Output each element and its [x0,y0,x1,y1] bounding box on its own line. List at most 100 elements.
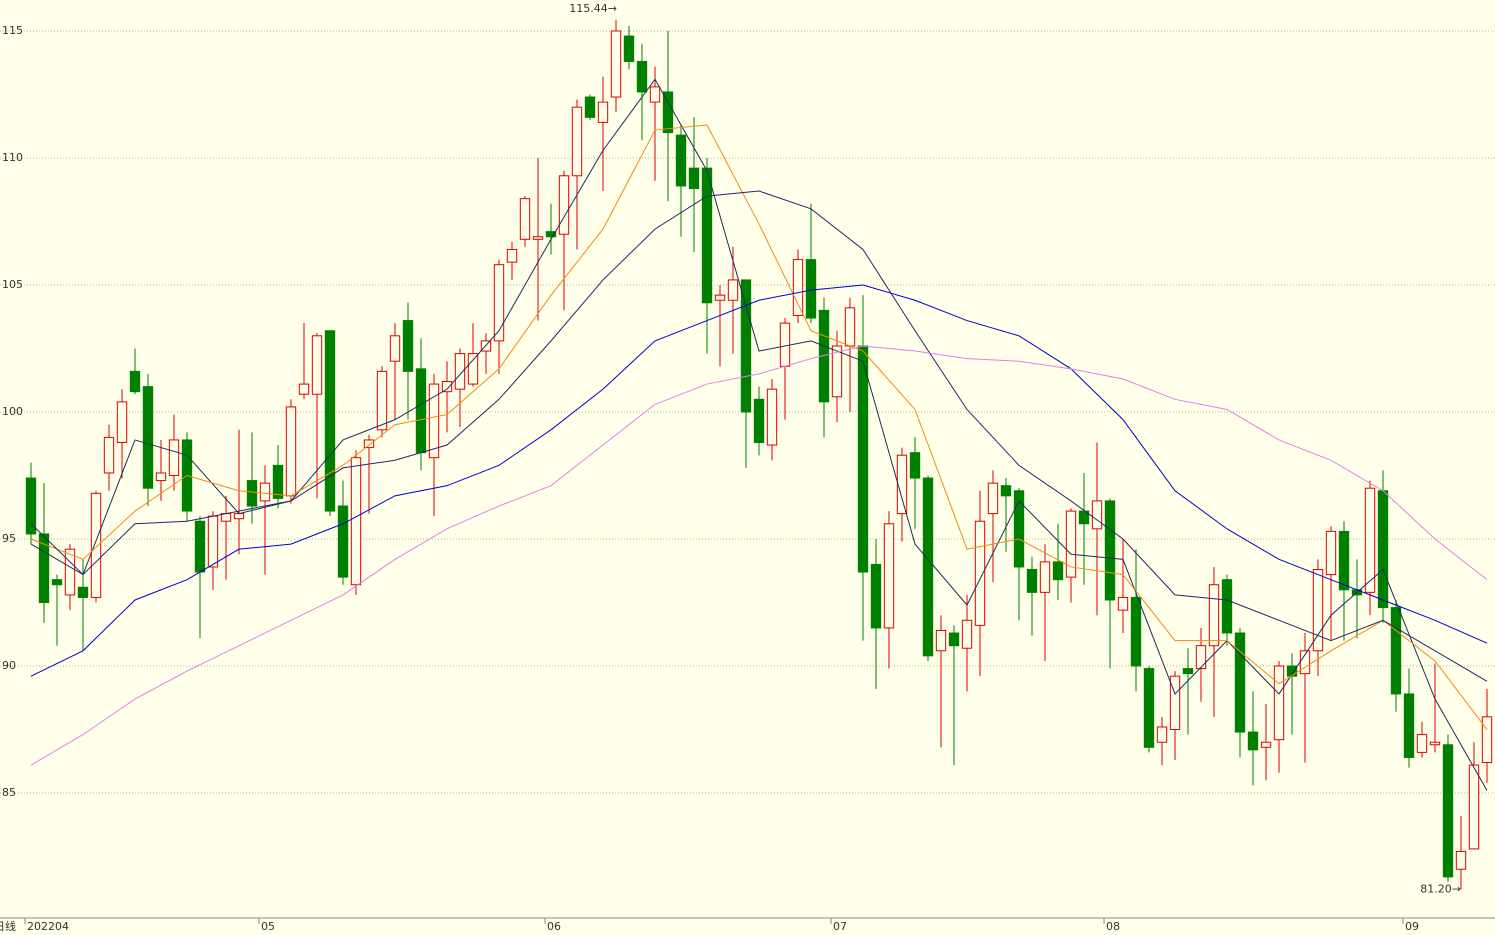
candle-body [1208,584,1220,647]
candle-body [662,91,674,134]
candle-body [896,454,908,515]
candle-body [649,86,661,103]
y-tick-label: 115 [2,24,23,37]
x-tick-label: 08 [1106,920,1120,933]
candle-body [1143,668,1155,748]
moving-average-line [30,345,1488,766]
candle-body [1091,500,1103,530]
candle-body [545,231,557,238]
period-label: 日线 [0,919,16,933]
candle-body [1104,500,1116,601]
candle-body [1442,744,1454,878]
y-tick-label: 85 [2,786,16,799]
candle-body [155,472,167,482]
candle-body [428,383,440,459]
candle-body [116,401,128,443]
candle-body [1468,764,1480,850]
candle-body [194,520,206,573]
candle-body [883,523,895,629]
candle-body [1026,568,1038,593]
candle-body [714,294,726,301]
candle-body [675,134,687,187]
candle-body [870,563,882,629]
candle-body [1390,607,1402,695]
candle-body [610,30,622,98]
candle-body [805,259,817,319]
candle-body [337,505,349,578]
moving-average-line [30,124,1488,730]
candle-body [1130,596,1142,667]
candle-body [909,452,921,479]
candle-body [506,248,518,263]
candle-body [1195,645,1207,670]
candle-body [701,167,713,304]
moving-average-line [30,190,1488,682]
candle-body [1013,490,1025,568]
candle-body [532,236,544,240]
candle-body [766,388,778,446]
candle-body [1078,510,1090,525]
candle-body [1039,561,1051,593]
candle-body [77,586,89,598]
candle-body [129,370,141,393]
candle-body [948,632,960,647]
candle-body [441,381,453,393]
candle-body [935,629,947,652]
candle-body [1273,665,1285,741]
candle-body [350,457,362,586]
candle-body [1481,716,1493,764]
candle-body [727,279,739,301]
candle-body [740,279,752,413]
candle-body [1221,579,1233,634]
candle-body [987,482,999,515]
candle-body [1247,731,1259,751]
y-tick-label: 90 [2,659,16,672]
moving-average-line [30,78,1488,791]
candle-body [376,370,388,431]
candle-body [779,322,791,367]
candle-body [1429,741,1441,746]
candle-body [415,368,427,454]
candle-body [974,520,986,626]
candle-body [1065,510,1077,578]
candle-body [311,335,323,395]
candle-body [753,398,765,443]
x-tick-label: 202204 [27,920,69,933]
candle-body [1325,530,1337,576]
candle-body [272,464,284,499]
candle-body [1416,734,1428,753]
candle-body [285,406,297,497]
candle-body [402,320,414,372]
candle-body [571,106,583,177]
candle-body [623,35,635,62]
candle-body [64,548,76,596]
x-tick-label: 09 [1405,920,1419,933]
candle-body [1234,632,1246,733]
candle-body [51,579,63,586]
candle-body [831,345,843,398]
x-tick-label: 05 [261,920,275,933]
candle-body [636,60,648,93]
candle-body [493,264,505,342]
candle-body [1117,596,1129,611]
candle-body [1000,485,1012,497]
candle-body [1312,568,1324,652]
candle-body [1169,675,1181,731]
candle-body [584,96,596,118]
candle-body [389,335,401,362]
x-tick-label: 07 [833,920,847,933]
y-tick-label: 105 [2,278,23,291]
candle-body [688,167,700,189]
moving-average-line [30,284,1488,677]
y-tick-label: 95 [2,532,16,545]
candle-body [25,477,37,535]
candle-body [922,477,934,657]
candle-body [1403,693,1415,758]
candle-body [298,383,310,395]
candle-body [38,533,50,604]
x-tick-label: 06 [547,920,561,933]
candle-body [142,386,154,489]
y-tick-label: 110 [2,151,23,164]
